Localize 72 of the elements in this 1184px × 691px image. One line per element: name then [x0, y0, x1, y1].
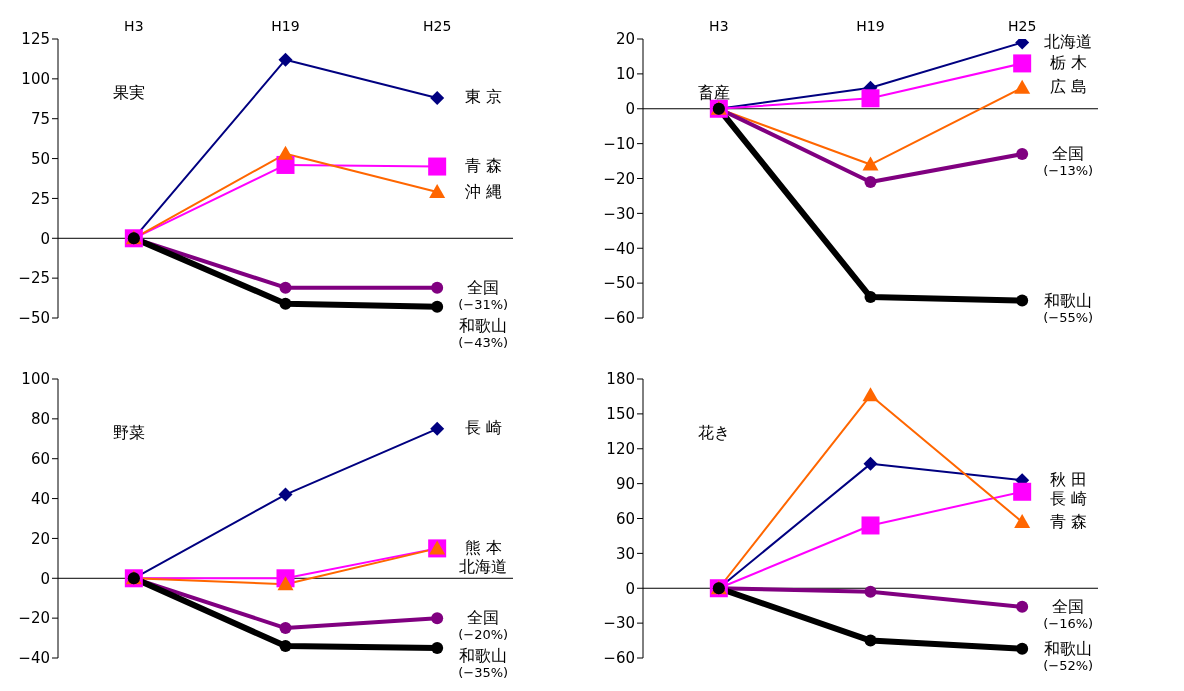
- y-tick-label: 125: [21, 30, 50, 49]
- series-label: 秋 田: [1048, 469, 1088, 491]
- y-tick-label: 150: [606, 405, 635, 424]
- y-tick-label: 120: [606, 440, 635, 459]
- y-tick-label: 80: [30, 410, 50, 429]
- y-tick-label: −30: [603, 614, 635, 633]
- series-label: 北海道: [1043, 31, 1094, 53]
- x-tick-label: H3: [124, 18, 144, 34]
- y-tick-label: −60: [603, 649, 635, 668]
- y-tick-label: 60: [615, 509, 635, 528]
- text: 畜産: [698, 83, 730, 104]
- x-tick-label: H19: [856, 18, 885, 34]
- annotation: (−55%): [1042, 309, 1095, 325]
- series-label: 熊 本: [463, 538, 503, 559]
- series-label: 栃 木: [1048, 52, 1088, 74]
- y-tick-label: −30: [603, 204, 635, 223]
- y-tick-label: 20: [615, 30, 635, 49]
- y-tick-label: 0: [40, 569, 50, 588]
- y-tick-label: −20: [18, 609, 50, 628]
- text: 花き: [698, 423, 730, 444]
- series-label: 全国: [1051, 143, 1086, 165]
- y-tick-label: 30: [615, 544, 635, 563]
- annotation: (−52%): [1042, 657, 1095, 673]
- series-label: 和歌山: [1043, 638, 1094, 660]
- y-tick-label: 20: [30, 529, 50, 548]
- series-label: 和歌山: [1043, 290, 1094, 312]
- y-tick-label: 90: [615, 474, 635, 493]
- text: 野菜: [113, 423, 145, 444]
- y-tick-label: −10: [603, 134, 635, 153]
- annotation: (−20%): [457, 627, 510, 642]
- series-label: 青 森: [463, 156, 503, 177]
- series-label: 東 京: [463, 87, 503, 109]
- text: (−43%): [457, 334, 510, 350]
- y-tick-label: 180: [606, 370, 635, 389]
- y-tick-label: 25: [30, 189, 50, 208]
- y-tick-label: −40: [603, 239, 635, 258]
- text: (−35%): [457, 665, 510, 680]
- y-tick-label: 0: [625, 100, 635, 119]
- y-tick-label: 75: [30, 110, 50, 129]
- series-label: 青 森: [1048, 511, 1088, 533]
- text: 果実: [113, 83, 145, 104]
- series-label: 全国: [1051, 596, 1086, 618]
- y-tick-label: 10: [615, 65, 635, 84]
- series-label: 全国: [466, 277, 501, 299]
- x-tick-label: H25: [1007, 18, 1037, 34]
- y-tick-label: 100: [21, 370, 50, 389]
- series-label: 北海道: [458, 557, 509, 578]
- y-tick-label: −40: [18, 649, 50, 668]
- annotation: (−13%): [1042, 162, 1095, 178]
- x-tick-label: H19: [271, 18, 300, 34]
- series-label: 和歌山: [458, 646, 509, 667]
- annotation: (−16%): [1042, 615, 1095, 631]
- annotation: (−31%): [457, 296, 510, 312]
- y-tick-label: 100: [21, 70, 50, 89]
- x-tick-label: H3: [709, 18, 729, 34]
- series-label: 全国: [466, 608, 501, 629]
- y-tick-label: −50: [18, 309, 50, 328]
- y-tick-label: 0: [40, 229, 50, 248]
- series-label: 広 島: [1048, 77, 1088, 98]
- series-label: 和歌山: [458, 315, 509, 337]
- y-tick-label: 0: [625, 579, 635, 598]
- y-tick-label: −60: [603, 309, 635, 328]
- y-tick-label: −20: [603, 169, 635, 188]
- series-label: 沖 縄: [463, 181, 503, 203]
- series-label: 長 崎: [1048, 488, 1088, 510]
- y-tick-label: 60: [30, 450, 50, 469]
- y-tick-label: 50: [30, 149, 50, 168]
- y-tick-label: −50: [603, 274, 635, 293]
- series-label: 長 崎: [463, 418, 503, 439]
- y-tick-label: −25: [18, 269, 50, 288]
- x-tick-label: H25: [422, 18, 452, 34]
- y-tick-label: 40: [30, 489, 50, 508]
